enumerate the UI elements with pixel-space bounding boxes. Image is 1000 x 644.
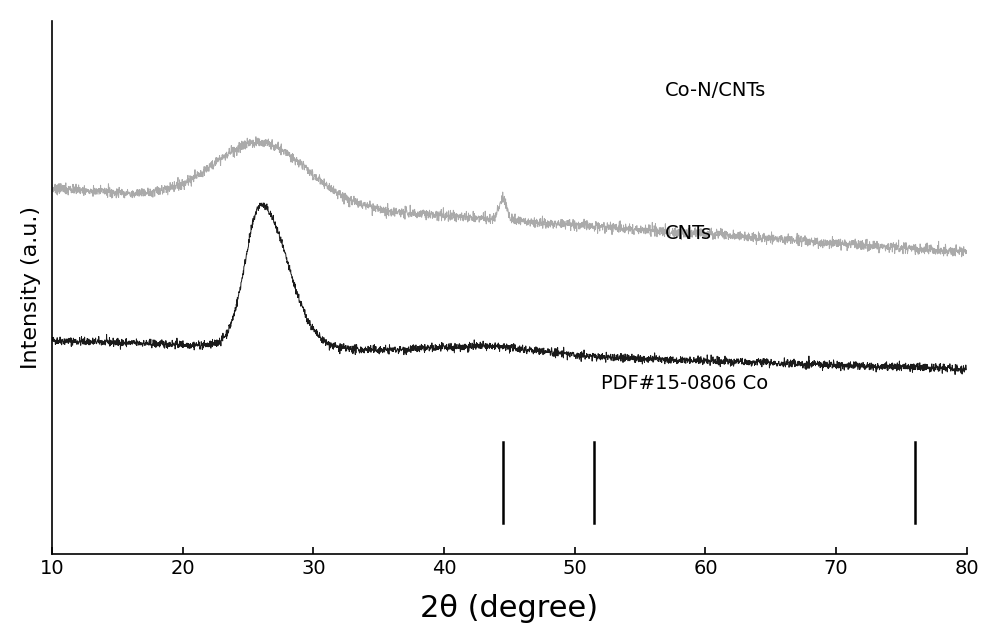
Y-axis label: Intensity (a.u.): Intensity (a.u.) [21,205,41,369]
Text: Co-N/CNTs: Co-N/CNTs [665,80,766,100]
X-axis label: 2θ (degree): 2θ (degree) [420,594,598,623]
Text: PDF#15-0806 Co: PDF#15-0806 Co [601,374,768,393]
Text: CNTs: CNTs [665,225,712,243]
